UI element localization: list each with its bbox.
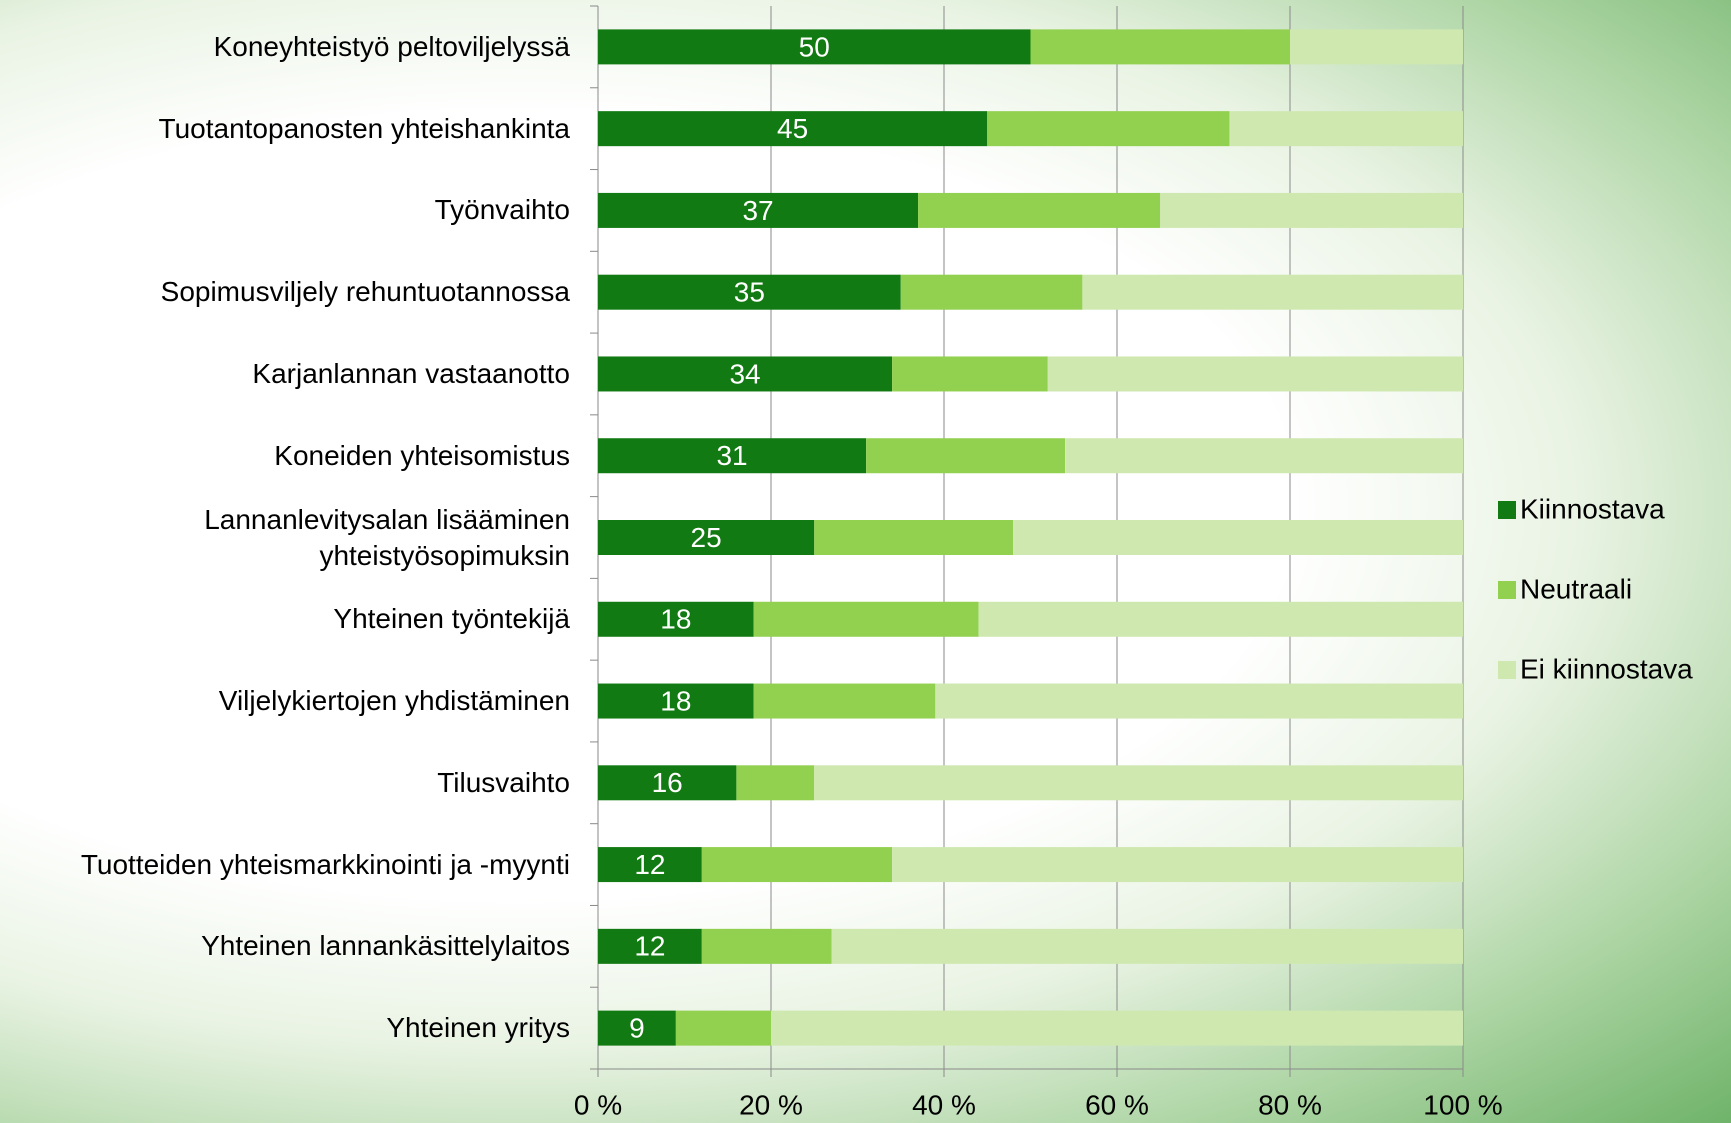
data-label: 37 bbox=[742, 195, 773, 226]
data-label: 35 bbox=[734, 277, 765, 308]
data-label: 18 bbox=[660, 685, 691, 716]
bar-segment bbox=[1065, 438, 1463, 474]
y-tick-label: Koneyhteistyö peltoviljelyssä bbox=[213, 30, 570, 62]
y-tick-label: Lannanlevitysalan lisääminen yhteistyöso… bbox=[204, 503, 570, 571]
bar-segment bbox=[598, 765, 737, 801]
bar-segment bbox=[831, 928, 1463, 964]
legend-swatch bbox=[1498, 661, 1516, 679]
bar-segment bbox=[598, 928, 702, 964]
legend-label: Kiinnostava bbox=[1520, 493, 1665, 524]
bar-segment bbox=[814, 765, 1463, 801]
legend-swatch bbox=[1498, 501, 1516, 519]
data-label: 18 bbox=[660, 604, 691, 635]
bar-segment bbox=[978, 601, 1463, 637]
bar-segment bbox=[1013, 520, 1463, 555]
x-tick-label: 20 % bbox=[739, 1089, 803, 1120]
bar-segment bbox=[598, 29, 1031, 65]
x-tick-label: 60 % bbox=[1085, 1089, 1149, 1120]
y-tick-label: Työnvaihto bbox=[434, 194, 570, 226]
bar-segment bbox=[598, 847, 702, 883]
x-tick-label: 100 % bbox=[1423, 1089, 1502, 1120]
bar-segment bbox=[1030, 29, 1290, 65]
bar-segment bbox=[1047, 356, 1463, 392]
legend-swatch bbox=[1498, 581, 1516, 599]
bar-segment bbox=[675, 1010, 771, 1046]
bar-segment bbox=[598, 601, 754, 637]
bar-segment bbox=[987, 111, 1230, 147]
bar-segment bbox=[598, 192, 919, 228]
y-tick-label: Yhteinen lannankäsittelylaitos bbox=[201, 930, 570, 962]
bar-segment bbox=[900, 274, 1083, 310]
bar-segment bbox=[598, 356, 893, 392]
data-label: 25 bbox=[691, 522, 722, 553]
legend-label: Ei kiinnostava bbox=[1520, 653, 1693, 684]
y-tick-label: Tuotteiden yhteismarkkinointi ja -myynti bbox=[80, 848, 570, 880]
y-tick-label: Tilusvaihto bbox=[437, 766, 570, 798]
y-tick-label: Sopimusviljely rehuntuotannossa bbox=[160, 276, 570, 308]
x-tick-label: 0 % bbox=[574, 1089, 622, 1120]
bar-segment bbox=[1160, 192, 1463, 228]
bar-segment bbox=[701, 847, 893, 883]
y-tick-label: Yhteinen työntekijä bbox=[333, 603, 570, 635]
bar-segment bbox=[598, 520, 815, 555]
bar-segment bbox=[598, 274, 901, 310]
bar-segment bbox=[598, 1010, 676, 1046]
y-tick-label: Tuotantopanosten yhteishankinta bbox=[158, 112, 570, 144]
bar-segment bbox=[598, 683, 754, 719]
bar-segment bbox=[598, 111, 988, 147]
x-tick-label: 80 % bbox=[1258, 1089, 1322, 1120]
y-tick-label: Koneiden yhteisomistus bbox=[274, 439, 570, 471]
bar-segment bbox=[892, 356, 1048, 392]
data-label: 50 bbox=[799, 31, 830, 62]
data-label: 45 bbox=[777, 113, 808, 144]
data-label: 31 bbox=[716, 440, 747, 471]
bar-segment bbox=[598, 438, 867, 474]
data-label: 16 bbox=[652, 767, 683, 798]
bar-segment bbox=[771, 1010, 1463, 1046]
bar-segment bbox=[935, 683, 1463, 719]
y-tick-label: Viljelykiertojen yhdistäminen bbox=[218, 685, 570, 717]
bar-segment bbox=[814, 520, 1014, 555]
bar-segment bbox=[701, 928, 832, 964]
bar-segment bbox=[1290, 29, 1463, 65]
data-label: 9 bbox=[629, 1013, 645, 1044]
bar-segment bbox=[1082, 274, 1463, 310]
bar-segment bbox=[892, 847, 1463, 883]
bar-segment bbox=[866, 438, 1066, 474]
bar-segment bbox=[753, 683, 936, 719]
bar-segment bbox=[753, 601, 979, 637]
bar-segment bbox=[918, 192, 1161, 228]
data-label: 12 bbox=[634, 931, 665, 962]
legend-label: Neutraali bbox=[1520, 573, 1632, 604]
bar-segment bbox=[736, 765, 815, 801]
data-label: 34 bbox=[729, 358, 760, 389]
y-tick-label: Karjanlannan vastaanotto bbox=[252, 357, 570, 389]
y-tick-label: Yhteinen yritys bbox=[386, 1012, 570, 1044]
data-label: 12 bbox=[634, 849, 665, 880]
bar-segment bbox=[1229, 111, 1463, 147]
x-tick-label: 40 % bbox=[912, 1089, 976, 1120]
